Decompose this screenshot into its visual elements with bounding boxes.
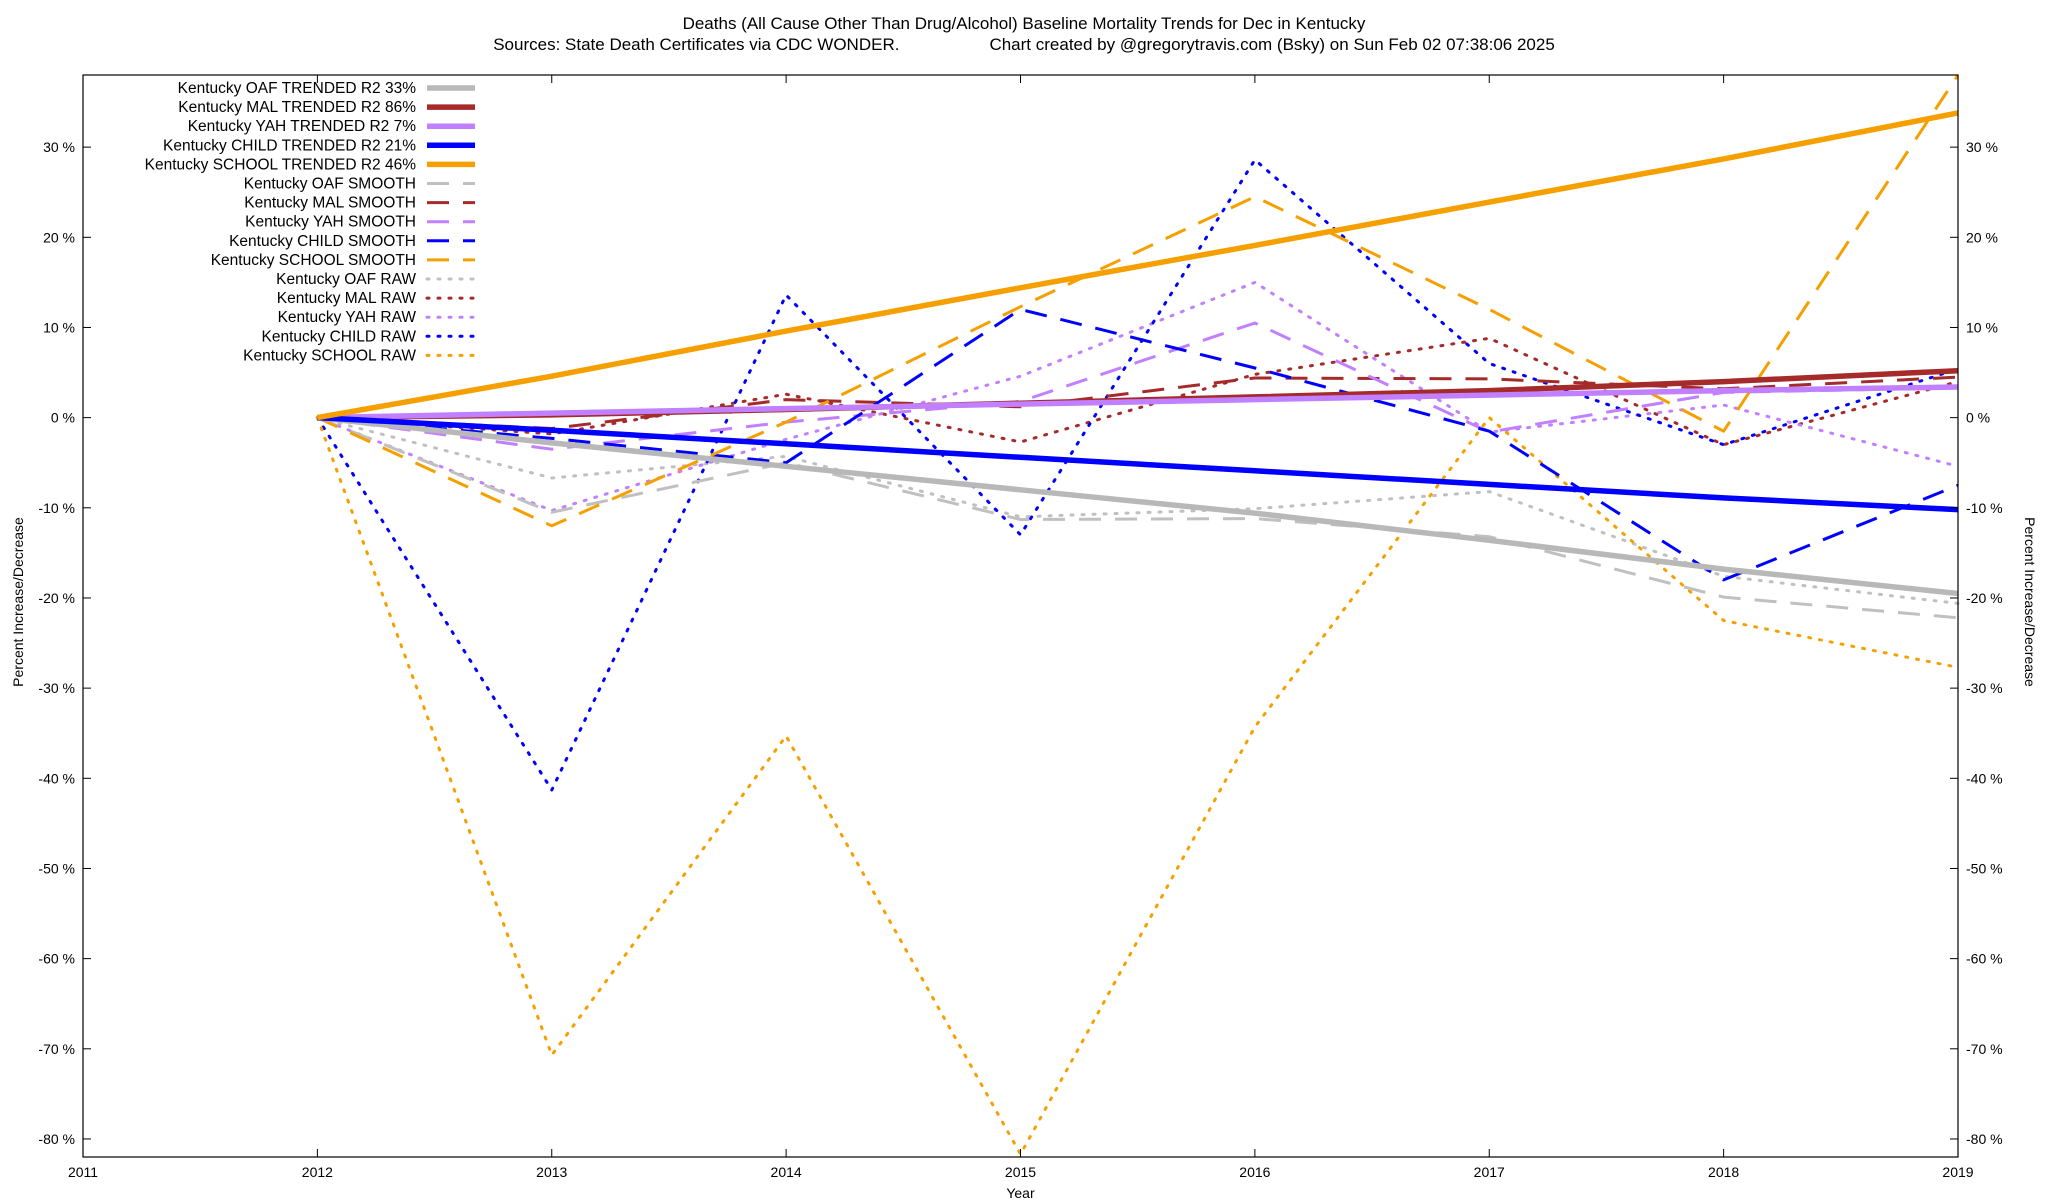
y-tick-label-right: -70 % <box>1966 1041 2003 1057</box>
y-tick-label-right: 10 % <box>1966 319 1998 335</box>
legend-label: Kentucky YAH TRENDED R2 7% <box>188 118 416 135</box>
legend-label: Kentucky CHILD TRENDED R2 21% <box>163 137 416 154</box>
x-tick-label: 2016 <box>1239 1164 1270 1180</box>
y-tick-label-left: -20 % <box>38 590 75 606</box>
x-tick-label: 2013 <box>536 1164 567 1180</box>
legend-label: Kentucky MAL TRENDED R2 86% <box>178 99 416 116</box>
x-axis-label: Year <box>1006 1185 1035 1200</box>
legend-label: Kentucky CHILD SMOOTH <box>229 233 416 250</box>
x-tick-label: 2018 <box>1708 1164 1739 1180</box>
series-line-kentucky-child-trended-r2-21 <box>317 414 1959 513</box>
chart-subtitle: Sources: State Death Certificates via CD… <box>0 35 2048 55</box>
y-tick-label-left: 20 % <box>43 229 75 245</box>
y-tick-label-left: -60 % <box>38 951 75 967</box>
y-tick-label-left: -30 % <box>38 680 75 696</box>
legend-label: Kentucky MAL RAW <box>277 290 417 307</box>
series-line-kentucky-school-raw <box>315 416 1960 1156</box>
series-line-kentucky-school-trended-r2-46 <box>316 110 1959 421</box>
x-tick-label: 2014 <box>771 1164 802 1180</box>
legend-label: Kentucky OAF TRENDED R2 33% <box>178 80 417 97</box>
series-line-kentucky-school-smooth <box>316 74 1960 528</box>
y-tick-label-left: 0 % <box>51 410 75 426</box>
series-line-kentucky-yah-trended-r2-7 <box>317 384 1959 421</box>
y-tick-label-right: -40 % <box>1966 770 2003 786</box>
y-tick-label-left: 30 % <box>43 139 75 155</box>
y-tick-label-left: -10 % <box>38 500 75 516</box>
y-tick-label-left: -50 % <box>38 860 75 876</box>
series-line-kentucky-mal-raw <box>315 336 1960 447</box>
legend-label: Kentucky SCHOOL SMOOTH <box>211 252 416 269</box>
y-tick-label-left: -70 % <box>38 1041 75 1057</box>
series-line-kentucky-oaf-trended-r2-33 <box>317 414 1959 597</box>
y-tick-label-right: -10 % <box>1966 500 2003 516</box>
y-tick-label-left: -80 % <box>38 1131 75 1147</box>
y-tick-label-right: 20 % <box>1966 229 1998 245</box>
y-tick-label-left: 10 % <box>43 319 75 335</box>
series-line-kentucky-child-raw <box>315 158 1960 792</box>
legend-label: Kentucky CHILD RAW <box>262 328 417 345</box>
chart-subtitle-left: Sources: State Death Certificates via CD… <box>493 35 900 54</box>
x-tick-label: 2017 <box>1474 1164 1505 1180</box>
chart-subtitle-right: Chart created by @gregorytravis.com (Bsk… <box>989 35 1555 54</box>
series-line-kentucky-yah-smooth <box>317 321 1959 451</box>
x-tick-label: 2012 <box>302 1164 333 1180</box>
y-tick-label-right: 30 % <box>1966 139 1998 155</box>
series-line-kentucky-mal-smooth <box>317 375 1959 430</box>
y-tick-label-right: -80 % <box>1966 1131 2003 1147</box>
y-tick-label-left: -40 % <box>38 770 75 786</box>
x-tick-label: 2015 <box>1005 1164 1036 1180</box>
x-tick-label: 2011 <box>68 1164 98 1180</box>
legend-label: Kentucky YAH SMOOTH <box>245 214 416 231</box>
y-tick-label-right: -20 % <box>1966 590 2003 606</box>
legend-label: Kentucky SCHOOL TRENDED R2 46% <box>145 156 417 173</box>
legend-label: Kentucky OAF RAW <box>276 271 416 288</box>
legend-label: Kentucky SCHOOL RAW <box>243 347 416 364</box>
legend-label: Kentucky OAF SMOOTH <box>244 176 416 193</box>
legend-label: Kentucky MAL SMOOTH <box>244 195 416 212</box>
y-tick-label-right: 0 % <box>1966 410 1990 426</box>
y-tick-label-right: -50 % <box>1966 860 2003 876</box>
y-tick-label-right: -60 % <box>1966 951 2003 967</box>
legend-label: Kentucky YAH RAW <box>278 309 417 326</box>
chart-title: Deaths (All Cause Other Than Drug/Alcoho… <box>682 14 1366 33</box>
y-tick-label-right: -30 % <box>1966 680 2003 696</box>
series-line-kentucky-oaf-smooth <box>316 416 1959 620</box>
series-line-kentucky-child-smooth <box>317 307 1959 582</box>
x-tick-label: 2019 <box>1942 1164 1973 1180</box>
